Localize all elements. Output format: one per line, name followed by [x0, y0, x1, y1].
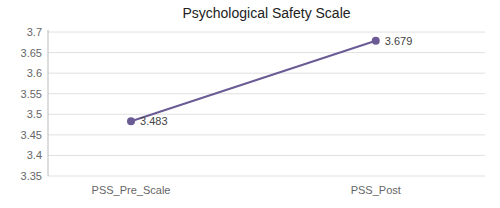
chart: Psychological Safety Scale 3.35 3.4 3.45 3.5… [0, 0, 500, 208]
y-tick-label: 3.45 [21, 129, 42, 141]
x-tick-label: PSS_Pre_Scale [92, 184, 171, 196]
grid-line [48, 176, 485, 177]
y-tick-label: 3.7 [27, 26, 42, 38]
line [131, 41, 376, 122]
data-label: 3.483 [140, 115, 168, 127]
grid-line [48, 93, 485, 94]
y-axis-line [48, 30, 49, 176]
title: Psychological Safety Scale [182, 5, 350, 21]
y-tick-label: 3.55 [21, 88, 42, 100]
marker [127, 117, 135, 125]
grid-line [48, 52, 485, 53]
y-tick-label: 3.5 [27, 108, 42, 120]
y-tick-label: 3.6 [27, 67, 42, 79]
y-tick-label: 3.35 [21, 170, 42, 182]
y-grid: 3.35 3.4 3.45 3.5 3.55 3.6 3.65 3.7 [21, 26, 485, 182]
series [127, 37, 380, 126]
grid-line [48, 134, 485, 135]
y-tick-label: 3.65 [21, 47, 42, 59]
grid-line [48, 32, 485, 33]
grid-line [48, 114, 485, 115]
data-label: 3.679 [385, 35, 413, 47]
marker [372, 37, 380, 45]
grid-line [48, 155, 485, 156]
grid-line [48, 73, 485, 74]
y-tick-label: 3.4 [27, 149, 42, 161]
x-tick-label: PSS_Post [351, 184, 401, 196]
